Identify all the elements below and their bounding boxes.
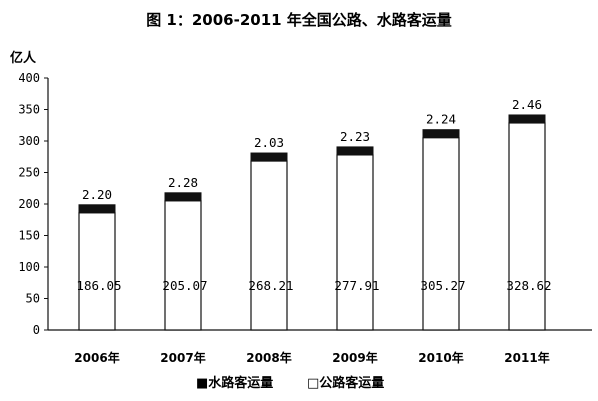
y-axis-ticks: 0 50 100 150 200 250 300 350 400 (18, 71, 48, 337)
data-label-road: 277.91 (334, 278, 379, 293)
data-label-road: 328.62 (506, 278, 551, 293)
y-axis-unit: 亿人 (10, 50, 37, 66)
y-tick-label: 400 (18, 71, 40, 85)
category-labels: 2006年 2007年 2008年 2009年 2010年 2011年 (74, 350, 549, 365)
legend-entry-water: ■水路客运量 (196, 375, 273, 391)
bar-road (422, 137, 460, 331)
bar-road (508, 122, 546, 331)
y-tick-label: 350 (18, 103, 40, 117)
y-tick-label: 150 (18, 229, 40, 243)
bar-road (336, 154, 374, 331)
x-tick-label: 2006年 (74, 350, 119, 365)
y-tick-label: 200 (18, 197, 40, 211)
legend: ■水路客运量 □公路客运量 (196, 375, 384, 391)
data-label-water: 2.23 (340, 129, 370, 144)
data-label-water: 2.46 (512, 97, 542, 112)
data-label-road: 205.07 (162, 278, 207, 293)
x-tick-label: 2010年 (418, 350, 463, 365)
y-tick-label: 300 (18, 134, 40, 148)
y-tick-label: 0 (33, 323, 40, 337)
x-tick-label: 2007年 (160, 350, 205, 365)
data-label-water: 2.28 (168, 175, 198, 190)
bar-water (250, 152, 288, 162)
bar-water (422, 129, 460, 139)
data-label-road: 186.05 (76, 278, 121, 293)
data-label-road: 268.21 (248, 278, 293, 293)
bar-road (78, 212, 116, 331)
x-tick-label: 2009年 (332, 350, 377, 365)
y-tick-label: 250 (18, 166, 40, 180)
y-tick-label: 50 (26, 292, 40, 306)
data-label-water: 2.20 (82, 187, 112, 202)
x-tick-label: 2011年 (504, 350, 549, 365)
bar-water (78, 204, 116, 214)
data-label-water: 2.24 (426, 112, 456, 127)
data-label-water: 2.03 (254, 135, 284, 150)
y-tick-label: 100 (18, 260, 40, 274)
bar-water (336, 146, 374, 156)
bar-road (164, 200, 202, 331)
data-label-road: 305.27 (420, 278, 465, 293)
legend-entry-road: □公路客运量 (307, 375, 384, 391)
x-tick-label: 2008年 (246, 350, 291, 365)
chart-title: 图 1：2006-2011 年全国公路、水路客运量 (146, 11, 452, 29)
bar-road (250, 160, 288, 331)
bar-water (508, 114, 546, 124)
bars: 2.20 186.05 2.28 205.07 2.03 268.21 2.23 277.91… (76, 97, 552, 331)
bar-water (164, 192, 202, 202)
